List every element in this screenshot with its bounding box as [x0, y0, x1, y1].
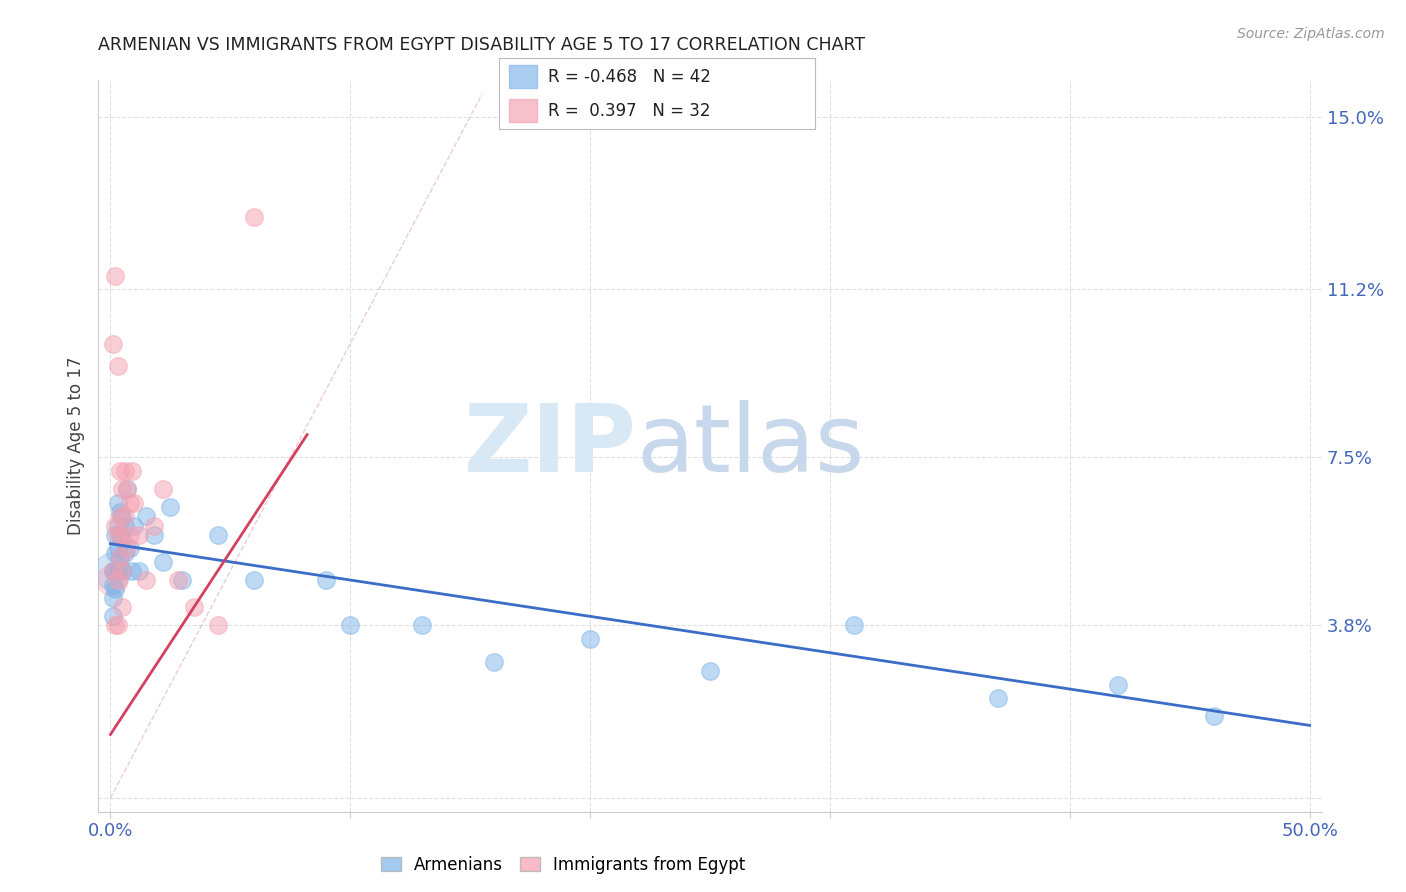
Point: [128, 527, 150, 541]
Point: [108, 550, 131, 565]
Point: [339, 618, 361, 632]
Point: [579, 632, 602, 646]
Text: R =  0.397   N = 32: R = 0.397 N = 32: [548, 102, 710, 120]
Point: [315, 573, 337, 587]
Y-axis label: Disability Age 5 to 17: Disability Age 5 to 17: [66, 357, 84, 535]
Text: ZIP: ZIP: [464, 400, 637, 492]
Point: [124, 518, 146, 533]
Point: [111, 509, 134, 524]
Point: [111, 564, 134, 578]
Point: [114, 464, 136, 478]
Point: [104, 546, 127, 560]
Text: Source: ZipAtlas.com: Source: ZipAtlas.com: [1237, 27, 1385, 41]
Point: [115, 482, 138, 496]
Point: [118, 527, 141, 541]
Point: [107, 618, 129, 632]
Point: [101, 564, 124, 578]
Point: [172, 573, 194, 587]
Point: [135, 509, 157, 524]
Point: [699, 664, 721, 678]
Point: [100, 573, 122, 587]
Point: [482, 655, 505, 669]
Point: [108, 509, 131, 524]
Point: [111, 527, 134, 541]
Point: [1107, 677, 1129, 691]
Point: [108, 464, 131, 478]
Point: [104, 527, 127, 541]
Point: [987, 691, 1010, 706]
Point: [114, 546, 136, 560]
Point: [207, 618, 229, 632]
Text: R = -0.468   N = 42: R = -0.468 N = 42: [548, 68, 711, 86]
Point: [104, 618, 127, 632]
Point: [152, 482, 174, 496]
Point: [159, 500, 181, 515]
Point: [101, 336, 124, 351]
Point: [166, 573, 188, 587]
Point: [108, 505, 131, 519]
Point: [1202, 709, 1225, 723]
Point: [243, 210, 266, 224]
Point: [101, 609, 124, 624]
Point: [114, 509, 136, 524]
Point: [135, 573, 157, 587]
Point: [108, 527, 131, 541]
Point: [111, 482, 134, 496]
Text: ARMENIAN VS IMMIGRANTS FROM EGYPT DISABILITY AGE 5 TO 17 CORRELATION CHART: ARMENIAN VS IMMIGRANTS FROM EGYPT DISABI…: [98, 36, 866, 54]
Point: [243, 573, 266, 587]
Point: [104, 582, 127, 596]
Point: [101, 564, 124, 578]
Point: [842, 618, 865, 632]
FancyBboxPatch shape: [509, 65, 537, 88]
Text: atlas: atlas: [637, 400, 865, 492]
Point: [411, 618, 433, 632]
Point: [142, 527, 165, 541]
Point: [101, 591, 124, 606]
Point: [107, 518, 129, 533]
Point: [128, 564, 150, 578]
Point: [183, 600, 205, 615]
Point: [118, 496, 141, 510]
Point: [107, 527, 129, 541]
Point: [107, 496, 129, 510]
Point: [108, 550, 131, 565]
Point: [152, 555, 174, 569]
Point: [207, 527, 229, 541]
Point: [111, 600, 134, 615]
Point: [107, 541, 129, 556]
Point: [124, 496, 146, 510]
Point: [100, 564, 122, 578]
Point: [121, 464, 143, 478]
Point: [114, 518, 136, 533]
Point: [115, 482, 138, 496]
Point: [111, 564, 134, 578]
Point: [115, 541, 138, 556]
Point: [104, 564, 127, 578]
Point: [107, 359, 129, 374]
Point: [104, 518, 127, 533]
FancyBboxPatch shape: [509, 99, 537, 122]
Legend: Armenians, Immigrants from Egypt: Armenians, Immigrants from Egypt: [374, 849, 752, 880]
Point: [118, 541, 141, 556]
Point: [107, 564, 129, 578]
Point: [111, 532, 134, 546]
Point: [101, 577, 124, 591]
Point: [107, 573, 129, 587]
Point: [142, 518, 165, 533]
Point: [104, 268, 127, 283]
Point: [121, 564, 143, 578]
